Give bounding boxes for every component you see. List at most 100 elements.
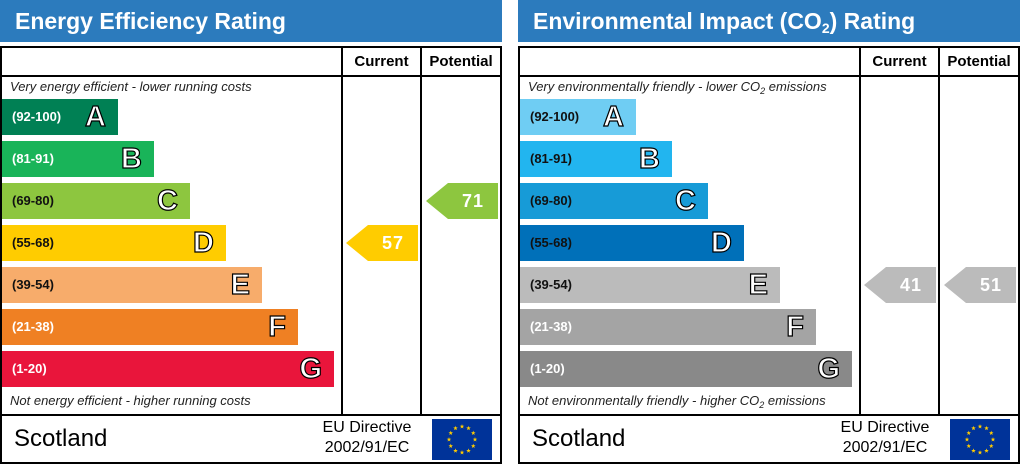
energy-frame (0, 46, 502, 464)
energy-efficiency-panel: Energy Efficiency Rating Current Potenti… (0, 0, 502, 464)
energy-top-note: Very energy efficient - lower running co… (10, 79, 252, 94)
energy-band-a: (92-100) A (2, 99, 118, 135)
energy-band-letter: B (120, 142, 142, 175)
eu-star (984, 448, 989, 453)
energy-potential-value: 71 (461, 191, 485, 211)
energy-potential-header: Potential (429, 53, 493, 70)
eu-star (459, 450, 465, 455)
eu-star (990, 437, 996, 442)
environment-col-divider-1 (859, 46, 861, 416)
eu-star (453, 425, 458, 431)
eu-flag-icon (432, 419, 492, 460)
environment-band-range: (1-20) (530, 361, 565, 376)
environment-band-f: (21-38) F (520, 309, 816, 345)
energy-current-header: Current (354, 53, 409, 70)
environment-top-note: Very environmentally friendly - lower CO… (528, 79, 827, 96)
energy-band-letter: F (268, 310, 287, 343)
environment-band-letter: F (786, 310, 805, 343)
eu-star (448, 430, 454, 435)
environment-current-header: Current (872, 53, 927, 70)
energy-band-range: (81-91) (12, 151, 54, 166)
eu-flag-icon (950, 419, 1010, 460)
energy-band-c: (69-80) C (2, 183, 190, 219)
environment-band-range: (21-38) (530, 319, 572, 334)
environment-band-range: (55-68) (530, 235, 572, 250)
environment-band-letter: C (674, 184, 696, 217)
environment-potential-value: 51 (979, 275, 1003, 295)
environment-band-g: (1-20) G (520, 351, 852, 387)
environment-band-d: (55-68) D (520, 225, 744, 261)
environment-band-letter: B (638, 142, 660, 175)
environment-bottom-note: Not environmentally friendly - higher CO… (528, 393, 826, 410)
eu-star (988, 443, 994, 448)
environment-band-b: (81-91) B (520, 141, 672, 177)
energy-directive: EU Directive 2002/91/EC (308, 418, 426, 458)
environment-title: Environmental Impact (CO2) Rating (518, 0, 1020, 42)
eu-star (966, 430, 972, 435)
eu-star (971, 425, 976, 431)
eu-star (964, 437, 970, 442)
environment-band-range: (69-80) (530, 193, 572, 208)
energy-band-letter: E (230, 268, 251, 301)
eu-star (470, 430, 476, 435)
energy-band-range: (55-68) (12, 235, 54, 250)
eu-star (988, 430, 994, 435)
environment-col-divider-2 (938, 46, 940, 416)
environment-potential-header: Potential (947, 53, 1011, 70)
energy-footer-divider (0, 414, 502, 416)
energy-col-divider-1 (341, 46, 343, 416)
energy-band-range: (1-20) (12, 361, 47, 376)
eu-star (448, 443, 454, 448)
environment-current-value: 41 (899, 275, 923, 295)
energy-band-letter: C (156, 184, 178, 217)
energy-band-letter: D (192, 226, 214, 259)
energy-band-letter: G (299, 352, 323, 385)
eu-star (472, 437, 478, 442)
energy-directive-line2: 2002/91/EC (324, 439, 410, 456)
energy-header-divider (0, 75, 502, 77)
environment-band-e: (39-54) E (520, 267, 780, 303)
eu-star (446, 437, 452, 442)
energy-bottom-note: Not energy efficient - higher running co… (10, 393, 251, 408)
environment-band-letter: A (602, 100, 624, 133)
environment-band-range: (81-91) (530, 151, 572, 166)
environment-band-letter: G (817, 352, 841, 385)
energy-band-d: (55-68) D (2, 225, 226, 261)
eu-star (466, 448, 471, 453)
eu-star (984, 425, 989, 431)
environment-band-range: (92-100) (530, 109, 580, 124)
eu-star (459, 424, 465, 429)
energy-col-divider-2 (420, 46, 422, 416)
energy-band-g: (1-20) G (2, 351, 334, 387)
eu-star (971, 448, 976, 453)
energy-band-range: (39-54) (12, 277, 54, 292)
environment-header-divider (518, 75, 1020, 77)
energy-current-value: 57 (381, 233, 405, 253)
environment-band-c: (69-80) C (520, 183, 708, 219)
energy-band-range: (92-100) (12, 109, 62, 124)
eu-star (453, 448, 458, 453)
eu-star (977, 424, 983, 429)
environment-country: Scotland (532, 425, 626, 452)
energy-title: Energy Efficiency Rating (0, 0, 502, 42)
energy-band-range: (21-38) (12, 319, 54, 334)
energy-band-b: (81-91) B (2, 141, 154, 177)
environment-frame (518, 46, 1020, 464)
energy-directive-line1: EU Directive (322, 419, 412, 436)
energy-country: Scotland (14, 425, 108, 452)
energy-band-range: (69-80) (12, 193, 54, 208)
environment-band-letter: D (710, 226, 732, 259)
eu-star (470, 443, 476, 448)
eu-star (466, 425, 471, 431)
environment-directive-line1: EU Directive (840, 419, 930, 436)
environment-band-a: (92-100) A (520, 99, 636, 135)
environment-directive: EU Directive 2002/91/EC (826, 418, 944, 458)
eu-star (966, 443, 972, 448)
environment-footer-divider (518, 414, 1020, 416)
environment-band-range: (39-54) (530, 277, 572, 292)
energy-band-e: (39-54) E (2, 267, 262, 303)
energy-band-letter: A (84, 100, 106, 133)
eu-star (977, 450, 983, 455)
energy-band-f: (21-38) F (2, 309, 298, 345)
environment-directive-line2: 2002/91/EC (842, 439, 928, 456)
